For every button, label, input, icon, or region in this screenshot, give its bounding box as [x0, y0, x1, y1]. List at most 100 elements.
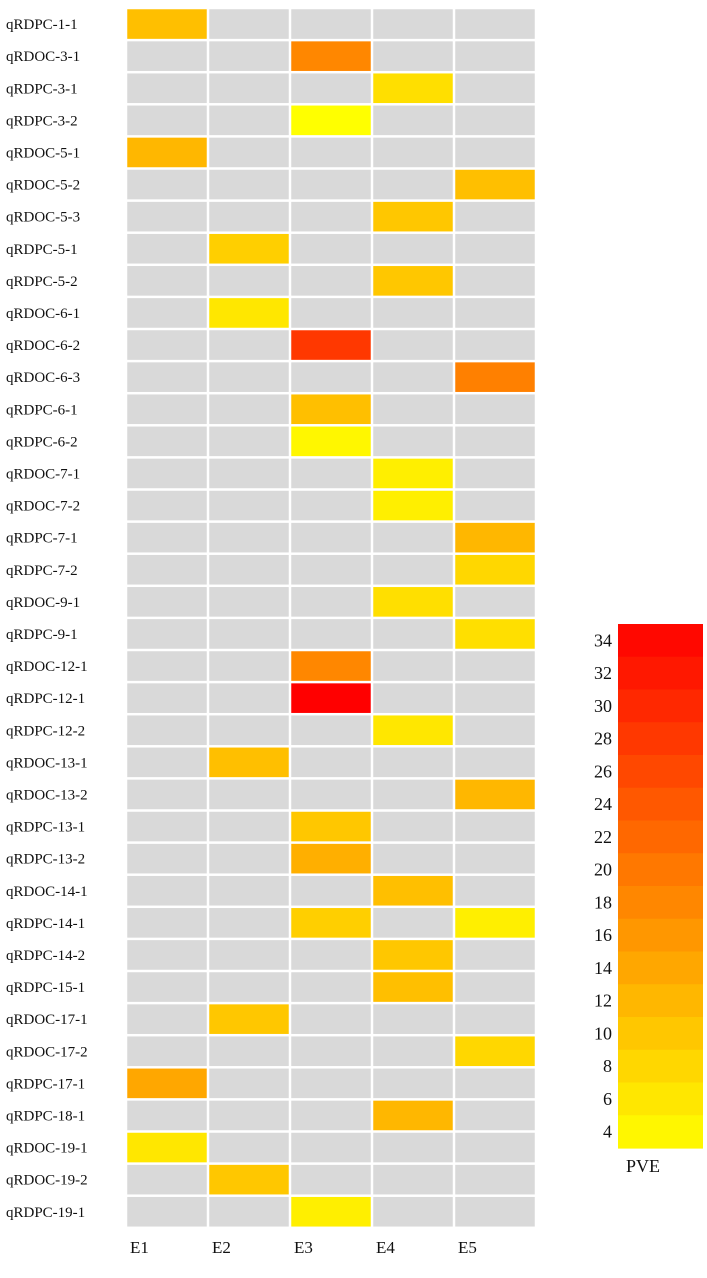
- row-label: qRDOC-17-2: [6, 1044, 88, 1060]
- row-label: qRDOC-14-1: [6, 884, 88, 900]
- cell-qrdpc-5-1-e3: [291, 233, 371, 264]
- cell-qrdoc-17-1-e1: [127, 1004, 207, 1034]
- cell-qrdpc-3-2-e5: [455, 105, 535, 136]
- cell-qrdoc-7-2-e1: [127, 490, 207, 521]
- colorbar-tick-label: 8: [603, 1056, 612, 1076]
- cell-qrdpc-7-1-e2: [209, 522, 289, 553]
- cell-qrdoc-19-2-e1: [127, 1164, 207, 1195]
- row-label: qRDPC-1-1: [6, 17, 78, 33]
- cell-qrdoc-7-2-e2: [209, 490, 289, 521]
- cell-qrdpc-14-2-e1: [127, 940, 207, 970]
- cell-qrdoc-13-2-e5: [455, 779, 535, 810]
- colorbar-band: [618, 951, 703, 985]
- cell-qrdoc-6-2-e4: [373, 330, 453, 360]
- cell-qrdoc-5-3-e4: [373, 201, 453, 232]
- colorbar-tick-label: 12: [594, 991, 612, 1011]
- cell-qrdoc-6-3-e4: [373, 362, 453, 392]
- cell-qrdpc-14-1-e3: [291, 908, 371, 938]
- column-labels: E1 E2 E3 E4 E5: [130, 1238, 477, 1257]
- cell-qrdpc-17-1-e4: [373, 1068, 453, 1099]
- cell-qrdoc-7-1-e5: [455, 458, 535, 489]
- colorbar-band: [618, 918, 703, 953]
- cell-qrdoc-13-1-e5: [455, 747, 535, 778]
- cell-qrdoc-5-3-e1: [127, 201, 207, 232]
- cell-qrdpc-13-1-e5: [455, 811, 535, 842]
- cell-qrdpc-3-2-e3: [291, 105, 371, 136]
- cell-qrdpc-12-2-e3: [291, 715, 371, 746]
- row-label: qRDPC-12-2: [6, 723, 85, 739]
- colorbar-band: [618, 820, 703, 854]
- cell-qrdpc-7-2-e4: [373, 554, 453, 585]
- row-label: qRDPC-5-2: [6, 274, 78, 290]
- row-label: qRDPC-6-2: [6, 434, 78, 450]
- row-label: qRDPC-7-1: [6, 531, 78, 547]
- colorbar-tick-label: 20: [594, 860, 612, 880]
- colorbar-band: [618, 656, 703, 691]
- cell-qrdpc-6-1-e3: [291, 394, 371, 425]
- cell-qrdoc-9-1-e1: [127, 587, 207, 617]
- cell-qrdoc-5-2-e2: [209, 169, 289, 200]
- cell-qrdoc-7-1-e4: [373, 458, 453, 489]
- cell-qrdpc-3-1-e2: [209, 73, 289, 104]
- row-label: qRDOC-3-1: [6, 49, 80, 65]
- cell-qrdpc-12-1-e5: [455, 683, 535, 713]
- heatmap-cells: [127, 9, 535, 1227]
- row-label: qRDPC-13-2: [6, 852, 85, 868]
- cell-qrdpc-6-2-e4: [373, 426, 453, 457]
- colorbar-tick-label: 14: [594, 958, 612, 978]
- cell-qrdoc-5-1-e3: [291, 137, 371, 168]
- cell-qrdpc-6-1-e5: [455, 394, 535, 425]
- colorbar-band: [618, 755, 703, 789]
- cell-qrdoc-19-1-e1: [127, 1132, 207, 1163]
- colorbar-tick-label: 4: [603, 1122, 612, 1142]
- cell-qrdpc-5-2-e5: [455, 266, 535, 296]
- cell-qrdpc-3-1-e4: [373, 73, 453, 104]
- cell-qrdoc-6-1-e5: [455, 298, 535, 328]
- cell-qrdpc-6-2-e2: [209, 426, 289, 457]
- cell-qrdpc-3-2-e1: [127, 105, 207, 136]
- cell-qrdoc-13-2-e3: [291, 779, 371, 810]
- cell-qrdpc-7-1-e1: [127, 522, 207, 553]
- cell-qrdoc-6-3-e3: [291, 362, 371, 392]
- colorbar-tick-label: 26: [594, 761, 612, 781]
- cell-qrdoc-5-2-e5: [455, 169, 535, 200]
- cell-qrdpc-1-1-e1: [127, 9, 207, 39]
- cell-qrdpc-9-1-e5: [455, 619, 535, 649]
- cell-qrdoc-19-2-e4: [373, 1164, 453, 1195]
- cell-qrdpc-7-1-e5: [455, 522, 535, 553]
- cell-qrdpc-9-1-e4: [373, 619, 453, 649]
- cell-qrdoc-12-1-e1: [127, 651, 207, 681]
- cell-qrdpc-7-2-e1: [127, 554, 207, 585]
- cell-qrdoc-3-1-e3: [291, 41, 371, 71]
- cell-qrdoc-19-1-e5: [455, 1132, 535, 1163]
- cell-qrdpc-6-2-e3: [291, 426, 371, 457]
- colorbar-title: PVE: [626, 1156, 660, 1176]
- cell-qrdoc-3-1-e4: [373, 41, 453, 71]
- cell-qrdoc-7-1-e1: [127, 458, 207, 489]
- cell-qrdoc-19-2-e5: [455, 1164, 535, 1195]
- cell-qrdpc-9-1-e1: [127, 619, 207, 649]
- cell-qrdpc-3-2-e4: [373, 105, 453, 136]
- colorbar-band: [618, 1017, 703, 1051]
- row-label: qRDOC-19-2: [6, 1173, 88, 1189]
- cell-qrdoc-14-1-e1: [127, 875, 207, 906]
- cell-qrdpc-13-2-e2: [209, 843, 289, 874]
- column-label: E5: [458, 1238, 477, 1257]
- cell-qrdoc-7-1-e3: [291, 458, 371, 489]
- cell-qrdoc-5-3-e2: [209, 201, 289, 232]
- cell-qrdoc-6-1-e1: [127, 298, 207, 328]
- cell-qrdoc-5-1-e4: [373, 137, 453, 168]
- cell-qrdoc-6-1-e2: [209, 298, 289, 328]
- column-label: E3: [294, 1238, 313, 1257]
- cell-qrdoc-17-1-e5: [455, 1004, 535, 1034]
- cell-qrdpc-5-2-e3: [291, 266, 371, 296]
- colorbar-band: [618, 984, 703, 1018]
- cell-qrdoc-9-1-e2: [209, 587, 289, 617]
- colorbar-band: [618, 787, 703, 822]
- cell-qrdoc-6-3-e5: [455, 362, 535, 392]
- cell-qrdpc-12-2-e1: [127, 715, 207, 746]
- cell-qrdpc-14-1-e1: [127, 908, 207, 938]
- cell-qrdpc-5-2-e2: [209, 266, 289, 296]
- row-label: qRDPC-14-1: [6, 916, 85, 932]
- cell-qrdpc-13-1-e2: [209, 811, 289, 842]
